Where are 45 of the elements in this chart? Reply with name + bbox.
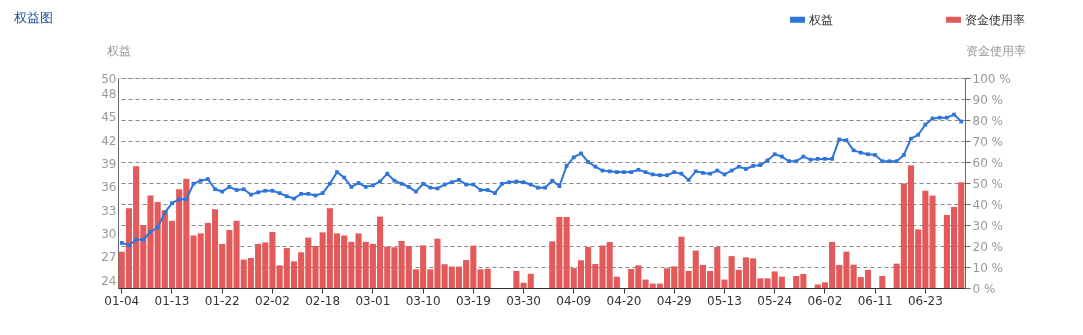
- x-tick-label: 06-23: [907, 293, 943, 308]
- y-tick-label: 42: [101, 133, 117, 148]
- bar: [879, 276, 886, 288]
- x-tick-label: 03-19: [455, 293, 491, 308]
- legend-label: 权益: [808, 12, 833, 27]
- y-tick-label: 50: [101, 71, 117, 86]
- x-tick-label: 04-20: [606, 293, 642, 308]
- y-tick-label: 39: [101, 157, 117, 172]
- chart-title: 权益图: [13, 10, 53, 25]
- x-tick-label: 01-22: [204, 293, 240, 308]
- y2-tick-label: 90 %: [972, 92, 1003, 107]
- y2-tick-label: 0 %: [972, 281, 996, 296]
- x-tick-label: 02-18: [305, 293, 341, 308]
- y-tick-label: 45: [101, 110, 117, 125]
- x-tick-label: 04-29: [656, 293, 692, 308]
- y2-tick-label: 80 %: [972, 113, 1003, 128]
- y2-tick-label: 40 %: [972, 197, 1003, 212]
- y-tick-label: 27: [101, 250, 117, 265]
- y2-tick-label: 60 %: [972, 155, 1003, 170]
- x-tick-label: 03-10: [405, 293, 441, 308]
- x-tick-label: 05-24: [757, 293, 793, 308]
- y2-tick-label: 50 %: [972, 176, 1003, 191]
- y-tick-label: 33: [101, 203, 117, 218]
- x-tick-label: 05-13: [707, 293, 742, 308]
- x-tick-label: 03-01: [355, 293, 391, 308]
- y2-tick-label: 100 %: [972, 71, 1011, 86]
- y-tick-label: 36: [101, 180, 117, 195]
- y2-axis-title: 资金使用率: [965, 43, 1026, 58]
- x-tick-label: 01-13: [154, 293, 190, 308]
- y-axis-title: 权益: [105, 43, 131, 58]
- x-tick-label: 06-11: [857, 293, 893, 308]
- y2-tick-label: 70 %: [972, 134, 1003, 149]
- y2-tick-label: 10 %: [972, 260, 1003, 275]
- x-tick-label: 02-02: [255, 293, 290, 308]
- x-tick-label: 04-09: [556, 293, 592, 308]
- x-tick-label: 03-30: [506, 293, 541, 308]
- x-tick-label: 01-04: [104, 293, 140, 308]
- legend-label: 资金使用率: [965, 12, 1025, 27]
- y-tick-label: 30: [101, 227, 117, 242]
- y2-tick-label: 20 %: [972, 239, 1003, 254]
- y2-tick-label: 30 %: [972, 218, 1003, 233]
- y-tick-label: 48: [101, 87, 117, 102]
- x-tick-label: 06-02: [807, 293, 843, 308]
- y-tick-label: 24: [101, 273, 117, 288]
- bar: [513, 270, 520, 288]
